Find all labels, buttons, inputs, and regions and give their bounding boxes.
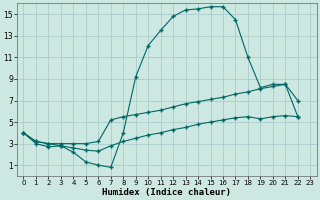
- X-axis label: Humidex (Indice chaleur): Humidex (Indice chaleur): [102, 188, 231, 197]
